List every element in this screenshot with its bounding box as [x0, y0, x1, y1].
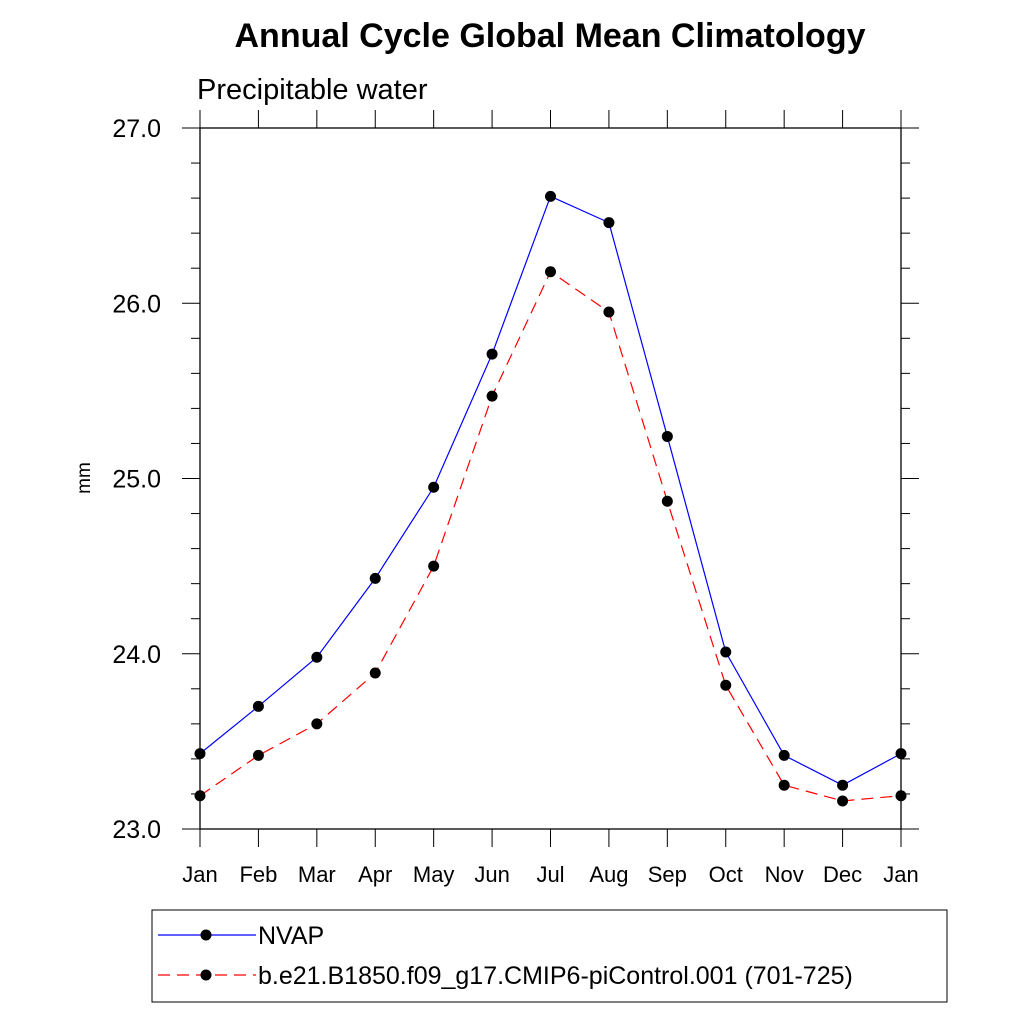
y-tick-label: 23.0: [112, 816, 161, 844]
x-tick-label: Dec: [823, 862, 862, 887]
data-point-series-0: [545, 190, 556, 202]
data-point-series-0: [778, 749, 790, 761]
x-tick-label: Mar: [298, 862, 336, 887]
data-point-series-1: [778, 779, 790, 791]
data-point-series-0: [837, 779, 849, 791]
data-point-series-1: [603, 306, 615, 318]
plot-area: 23.0 24.0 25.0 26.0 27.0 Jan Feb Mar Apr May Jun Ju…: [112, 110, 919, 887]
legend-label-0: NVAP: [258, 922, 324, 950]
chart-title: Annual Cycle Global Mean Climatology: [235, 17, 866, 55]
x-tick-label: Sep: [648, 862, 687, 887]
legend-marker-0: [200, 929, 212, 941]
data-point-series-1: [194, 790, 206, 802]
x-tick-label: Oct: [709, 862, 743, 887]
data-point-series-0: [661, 430, 673, 442]
x-tick-label: Jan: [182, 862, 217, 887]
data-point-series-1: [252, 749, 264, 761]
data-point-series-1: [545, 266, 556, 278]
legend-label-1: b.e21.B1850.f09_g17.CMIP6-piControl.001 …: [258, 962, 853, 990]
chart-subtitle: Precipitable water: [197, 74, 428, 106]
legend-box: [151, 909, 948, 1003]
data-point-series-0: [369, 572, 381, 584]
data-point-series-1: [895, 790, 907, 802]
x-tick-label: May: [413, 862, 455, 887]
data-point-series-0: [194, 748, 206, 760]
plot-frame: [199, 127, 902, 830]
y-tick-label: 25.0: [112, 466, 161, 494]
legend-marker-1: [200, 969, 212, 981]
data-point-series-0: [720, 646, 732, 658]
data-point-series-0: [603, 217, 615, 229]
x-tick-label: Jan: [883, 862, 918, 887]
x-tick-label: Feb: [239, 862, 277, 887]
x-tick-label: Jul: [536, 862, 564, 887]
x-tick-label: Aug: [589, 862, 628, 887]
y-tick-label: 26.0: [112, 290, 161, 318]
series-line-1: [199, 270, 902, 802]
data-point-series-1: [369, 667, 381, 679]
data-point-series-0: [428, 481, 440, 493]
data-point-series-1: [661, 495, 673, 507]
x-tick-label: Jun: [474, 862, 509, 887]
y-tick-label: 24.0: [112, 641, 161, 669]
data-point-series-1: [428, 560, 440, 572]
data-point-series-1: [720, 679, 732, 691]
data-point-series-0: [486, 348, 498, 360]
data-point-series-1: [486, 390, 498, 402]
data-point-series-1: [311, 718, 323, 730]
x-tick-label: Nov: [765, 862, 804, 887]
data-point-series-0: [311, 651, 323, 663]
y-tick-label: 27.0: [112, 115, 161, 143]
x-tick-label: Apr: [358, 862, 392, 887]
series-line-0: [199, 195, 902, 786]
data-point-series-0: [895, 748, 907, 760]
legend: NVAP b.e21.B1850.f09_g17.CMIP6-piControl.…: [151, 909, 948, 1003]
data-point-series-0: [252, 700, 264, 712]
data-point-series-1: [837, 795, 849, 807]
y-axis-label: mm: [74, 462, 95, 494]
